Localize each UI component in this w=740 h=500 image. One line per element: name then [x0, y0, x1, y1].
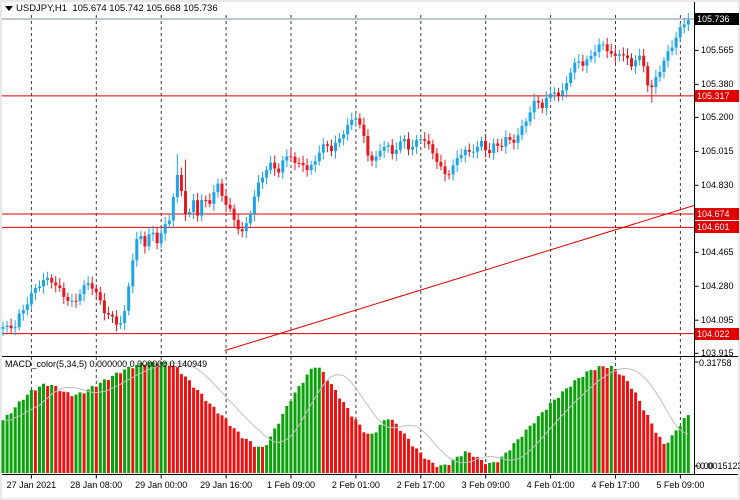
price-tick-label: 105.565: [701, 44, 734, 55]
time-axis-label: 29 Jan 00:00: [135, 480, 188, 490]
macd-signal-line: [3, 362, 689, 464]
price-tick-label: 105.015: [701, 145, 734, 156]
time-axis-label: 29 Jan 16:00: [200, 480, 253, 490]
trendline: [224, 205, 695, 352]
time-axis-label: 2 Feb 01:00: [331, 480, 380, 490]
current-price-label: 105.736: [695, 13, 739, 25]
time-axis-label: 1 Feb 09:00: [266, 480, 316, 490]
candlestick-series: [1, 12, 690, 336]
time-axis-label: 28 Jan 08:00: [70, 480, 123, 490]
sr-price-label: 104.674: [695, 208, 739, 220]
price-tick-label: 104.280: [701, 280, 734, 291]
macd-scale-top: 0.31758: [699, 358, 732, 368]
time-axis-label: 5 Feb 09:00: [656, 480, 705, 490]
sr-price-label: 104.601: [695, 221, 739, 234]
price-tick-label: 103.915: [701, 347, 734, 358]
symbol-dropdown-icon[interactable]: [5, 6, 13, 11]
axis-ticks: [30, 49, 699, 479]
sr-price-label: 105.317: [695, 89, 739, 102]
price-tick-label: 104.830: [701, 179, 734, 190]
time-axis-label: 3 Feb 09:00: [461, 480, 510, 490]
sr-price-label: 104.022: [695, 327, 739, 340]
indicator-label: MACD_color(5,34,5) 0.000000 0.000000 0.1…: [5, 359, 208, 369]
time-axis-label: 27 Jan 2021: [6, 480, 57, 490]
symbol-period-label: USDJPY,H1: [16, 3, 68, 14]
macd-histogram: [1, 362, 690, 473]
time-axis-label: 4 Feb 01:00: [526, 480, 575, 490]
price-tick-label: 104.095: [701, 314, 734, 325]
chart-title: USDJPY,H1 105.674 105.742 105.668 105.73…: [16, 3, 218, 14]
price-tick-label: 105.380: [701, 78, 734, 89]
time-axis-label: 2 Feb 17:00: [396, 480, 445, 490]
ohlc-quotes: 105.674 105.742 105.668 105.736: [72, 3, 218, 14]
macd-scale-bottom-value: 0.0015123: [700, 461, 740, 471]
price-tick-label: 104.465: [701, 246, 734, 257]
macd-scale-bottom-zero: 0.00: [696, 461, 714, 471]
time-axis-label: 4 Feb 17:00: [591, 480, 640, 490]
price-tick-label: 105.200: [701, 111, 734, 122]
